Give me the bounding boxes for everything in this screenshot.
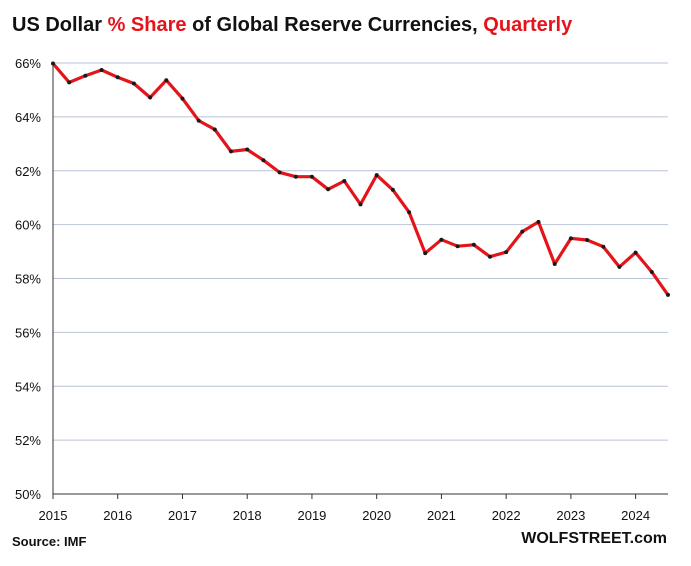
y-tick-label: 64% <box>15 110 41 125</box>
x-tick-label: 2020 <box>362 508 391 523</box>
data-point <box>148 95 153 100</box>
y-axis-ticks: 50% 52% 54% 56% 58% 60% 62% 64% 66% <box>15 56 41 502</box>
y-tick-label: 54% <box>15 379 41 394</box>
data-point <box>520 229 525 234</box>
title-part-3: of Global Reserve Currencies, <box>186 14 484 36</box>
chart-title: US Dollar % Share of Global Reserve Curr… <box>12 14 572 37</box>
x-axis-ticks: 2015 2016 2017 2018 2019 2020 2021 2022 2023 2024 <box>39 494 650 523</box>
data-point <box>536 219 541 224</box>
data-point <box>229 149 233 154</box>
title-part-1: US Dollar <box>12 14 108 36</box>
y-tick-label: 66% <box>15 56 41 71</box>
data-point <box>552 262 557 266</box>
y-tick-label: 58% <box>15 272 41 287</box>
data-point <box>568 236 573 241</box>
data-point <box>164 78 169 83</box>
x-tick-label: 2024 <box>621 508 650 523</box>
y-tick-label: 52% <box>15 433 41 448</box>
x-tick-label: 2016 <box>103 508 132 523</box>
data-point <box>649 270 654 274</box>
data-point <box>115 75 120 80</box>
x-tick-label: 2017 <box>168 508 197 523</box>
data-point <box>423 251 428 256</box>
data-point <box>601 244 606 249</box>
x-tick-label: 2021 <box>427 508 456 523</box>
data-point <box>212 127 217 132</box>
y-tick-label: 50% <box>15 487 41 502</box>
data-point <box>342 179 347 183</box>
series-line <box>51 61 670 297</box>
title-part-4: Quarterly <box>483 14 573 36</box>
data-point <box>99 68 104 72</box>
axes <box>52 63 668 495</box>
y-tick-label: 56% <box>15 325 41 340</box>
data-point <box>180 96 185 101</box>
x-tick-label: 2019 <box>297 508 326 523</box>
data-point <box>585 238 590 242</box>
data-point <box>196 118 201 123</box>
x-tick-label: 2022 <box>492 508 521 523</box>
data-point <box>293 174 298 179</box>
data-point <box>504 250 509 255</box>
source-note: Source: IMF <box>12 534 87 549</box>
data-point <box>439 237 444 242</box>
data-point <box>633 250 638 255</box>
data-point <box>131 81 136 86</box>
data-point <box>83 73 88 78</box>
data-point <box>326 187 331 192</box>
y-tick-label: 62% <box>15 164 41 179</box>
title-part-2: % Share <box>107 14 187 36</box>
data-point <box>261 158 266 163</box>
x-tick-label: 2015 <box>39 508 68 523</box>
data-point <box>488 254 492 259</box>
data-point <box>471 242 476 247</box>
x-tick-label: 2023 <box>556 508 585 523</box>
data-point <box>666 292 670 297</box>
data-point <box>390 187 395 192</box>
data-point <box>309 174 314 179</box>
data-point <box>617 264 622 269</box>
data-point <box>67 80 72 85</box>
grid-lines <box>53 62 668 495</box>
data-point <box>245 147 250 152</box>
brand-label: WOLFSTREET.com <box>521 530 667 547</box>
data-point <box>51 61 55 66</box>
y-tick-label: 60% <box>15 218 41 233</box>
data-point <box>358 202 363 207</box>
data-point <box>277 170 282 175</box>
data-point <box>455 244 460 249</box>
data-point <box>374 173 379 178</box>
data-point <box>407 210 412 215</box>
series-group <box>51 61 670 297</box>
x-tick-label: 2018 <box>233 508 262 523</box>
